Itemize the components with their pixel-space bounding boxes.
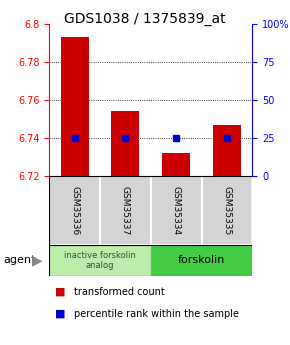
Text: percentile rank within the sample: percentile rank within the sample bbox=[74, 309, 239, 319]
Bar bbox=[162, 153, 190, 176]
Text: GSM35337: GSM35337 bbox=[121, 186, 130, 235]
Text: GSM35336: GSM35336 bbox=[70, 186, 79, 235]
Text: ■: ■ bbox=[55, 309, 66, 319]
Bar bbox=[151, 245, 252, 276]
Text: ■: ■ bbox=[55, 287, 66, 296]
Text: GDS1038 / 1375839_at: GDS1038 / 1375839_at bbox=[64, 12, 226, 26]
Bar bbox=[202, 176, 252, 245]
Bar bbox=[100, 176, 151, 245]
Text: transformed count: transformed count bbox=[74, 287, 165, 296]
Text: GSM35335: GSM35335 bbox=[222, 186, 231, 235]
Text: ▶: ▶ bbox=[32, 254, 42, 267]
Bar bbox=[61, 38, 89, 176]
Bar bbox=[111, 111, 139, 176]
Text: inactive forskolin
analog: inactive forskolin analog bbox=[64, 251, 136, 270]
Text: forskolin: forskolin bbox=[178, 256, 225, 265]
Bar bbox=[49, 245, 151, 276]
Text: GSM35334: GSM35334 bbox=[172, 186, 181, 235]
Bar bbox=[151, 176, 202, 245]
Text: agent: agent bbox=[3, 256, 35, 265]
Bar bbox=[49, 176, 100, 245]
Bar bbox=[213, 125, 241, 176]
